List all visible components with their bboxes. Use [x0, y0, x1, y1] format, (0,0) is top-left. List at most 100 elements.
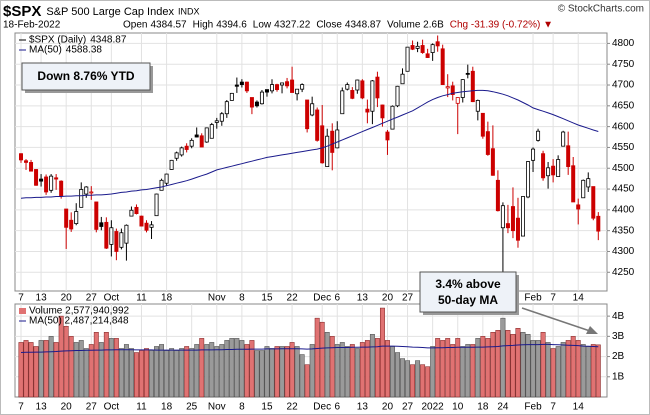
- candle-body: [320, 125, 325, 164]
- candle-body: [350, 90, 355, 99]
- volume-bar: [113, 338, 119, 398]
- x-tick-label: 20: [61, 402, 73, 413]
- x-tick-label: 27: [402, 293, 414, 304]
- quote-label: High: [193, 20, 214, 31]
- y-tick-label: 4350: [612, 225, 635, 236]
- volume-bar: [535, 340, 541, 398]
- x-tick-label: Oct: [104, 402, 120, 413]
- volume-bar: [400, 358, 405, 398]
- volume-bar: [98, 342, 104, 398]
- candle-body: [59, 180, 64, 197]
- candle-body: [89, 191, 94, 194]
- candle-body: [586, 178, 591, 188]
- volume-bar: [390, 346, 395, 398]
- quote-value: 4348.87: [345, 20, 382, 31]
- volume-bar: [395, 352, 400, 398]
- candle-body: [425, 53, 430, 58]
- candle-body: [79, 189, 84, 208]
- volume-bar: [299, 354, 305, 398]
- candle-body: [179, 147, 184, 156]
- x-tick-label: 7: [550, 402, 556, 413]
- legend-label: MA(50): [29, 45, 62, 56]
- annotation-arrowhead: [586, 326, 598, 334]
- volume-bar: [194, 344, 200, 398]
- candle-body: [159, 179, 164, 191]
- candle-body: [234, 84, 239, 87]
- candle-body: [561, 131, 566, 147]
- y-tick-label: 2B: [612, 351, 625, 362]
- volume-bar: [314, 317, 320, 398]
- x-tick-label: Oct: [104, 293, 120, 304]
- candle-body: [174, 152, 179, 159]
- volume-bar: [324, 332, 330, 398]
- candle-body: [315, 109, 320, 141]
- candle-body: [199, 135, 204, 148]
- volume-bar: [500, 317, 506, 398]
- y-tick-label: 4450: [612, 184, 635, 195]
- candle-body: [340, 90, 345, 115]
- volume-bar: [595, 344, 601, 398]
- candle-body: [254, 101, 259, 107]
- y-tick-label: 4400: [612, 204, 635, 215]
- candle-body: [224, 101, 229, 115]
- candle-body: [29, 162, 34, 172]
- legend-swatch: [19, 308, 26, 314]
- candle-body: [500, 205, 505, 229]
- x-tick-label: Nov: [208, 293, 226, 304]
- candle-body: [280, 82, 285, 86]
- candle-body: [219, 113, 224, 122]
- candle-body: [99, 222, 104, 227]
- volume-bar: [249, 340, 255, 398]
- x-tick-label: 27: [86, 402, 98, 413]
- volume-bar: [329, 336, 335, 398]
- candle-body: [149, 224, 154, 228]
- candle-body: [385, 131, 390, 141]
- date: 18-Feb-2022: [3, 20, 61, 31]
- candle-body: [410, 45, 415, 50]
- y-tick-label: 4300: [612, 246, 635, 257]
- volume-bar: [174, 350, 180, 398]
- candle-body: [360, 80, 365, 99]
- volume-bar: [144, 348, 149, 398]
- x-tick-label: 20: [61, 293, 73, 304]
- x-tick-label: 7: [18, 293, 24, 304]
- volume-bar: [490, 332, 496, 398]
- candle-body: [335, 129, 340, 149]
- x-tick-label: Dec: [313, 402, 331, 413]
- candle-body: [566, 145, 571, 167]
- volume-bar: [505, 330, 511, 398]
- x-tick-label: 8: [239, 293, 245, 304]
- volume-bar: [88, 344, 94, 398]
- legend-label: $SPX (Daily): [29, 35, 86, 46]
- x-tick-label: 20: [382, 293, 394, 304]
- x-tick-label: 18: [161, 402, 173, 413]
- volume-bar: [33, 346, 39, 398]
- volume-bar: [580, 344, 586, 398]
- candle-body: [44, 176, 49, 193]
- volume-bar: [470, 344, 476, 398]
- volume-bar: [189, 348, 195, 398]
- y-tick-label: 4B: [612, 311, 625, 322]
- volume-bar: [455, 338, 461, 398]
- x-tick-label: 13: [36, 293, 48, 304]
- candle-body: [480, 112, 485, 137]
- volume-bar: [415, 360, 421, 398]
- y-tick-label: 4800: [612, 38, 635, 49]
- candle-body: [596, 215, 601, 232]
- candle-body: [134, 206, 139, 214]
- candle-body: [450, 85, 455, 95]
- candle-body: [581, 179, 586, 199]
- volume-bar: [274, 346, 280, 398]
- volume-bar: [279, 346, 285, 398]
- volume-bar: [445, 338, 451, 398]
- candle-body: [54, 177, 59, 180]
- x-tick-label: 6: [334, 402, 340, 413]
- candle-body: [435, 41, 440, 47]
- candle-body: [445, 86, 450, 89]
- x-tick-label: Feb: [524, 293, 542, 304]
- legend-value: 4588.38: [66, 45, 103, 56]
- x-tick-label: 15: [261, 293, 273, 304]
- x-tick-label: 24: [497, 402, 509, 413]
- annotation-text: Down 8.76% YTD: [37, 69, 134, 83]
- y-tick-label: 4700: [612, 80, 635, 91]
